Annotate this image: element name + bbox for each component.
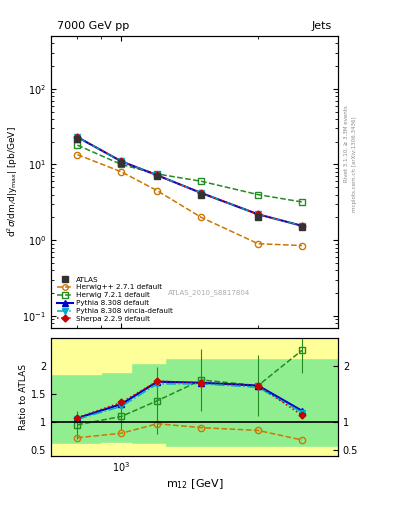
Y-axis label: d$^2\sigma$/dm$_{i}$d|y$_{\rm max}$| [pb/GeV]: d$^2\sigma$/dm$_{i}$d|y$_{\rm max}$| [pb… xyxy=(5,126,20,237)
Y-axis label: Ratio to ATLAS: Ratio to ATLAS xyxy=(19,364,28,430)
Text: mcplots.cern.ch [arXiv:1306.3436]: mcplots.cern.ch [arXiv:1306.3436] xyxy=(352,116,357,211)
Legend: ATLAS, Herwig++ 2.7.1 default, Herwig 7.2.1 default, Pythia 8.308 default, Pythi: ATLAS, Herwig++ 2.7.1 default, Herwig 7.… xyxy=(55,274,174,324)
X-axis label: m$_{12}$ [GeV]: m$_{12}$ [GeV] xyxy=(166,477,223,491)
Text: 7000 GeV pp: 7000 GeV pp xyxy=(57,22,129,31)
Bar xyxy=(51,338,338,456)
Text: Jets: Jets xyxy=(312,22,332,31)
Text: Rivet 3.1.10, ≥ 3.3M events: Rivet 3.1.10, ≥ 3.3M events xyxy=(344,105,349,182)
Text: ATLAS_2010_S8817804: ATLAS_2010_S8817804 xyxy=(168,289,250,296)
